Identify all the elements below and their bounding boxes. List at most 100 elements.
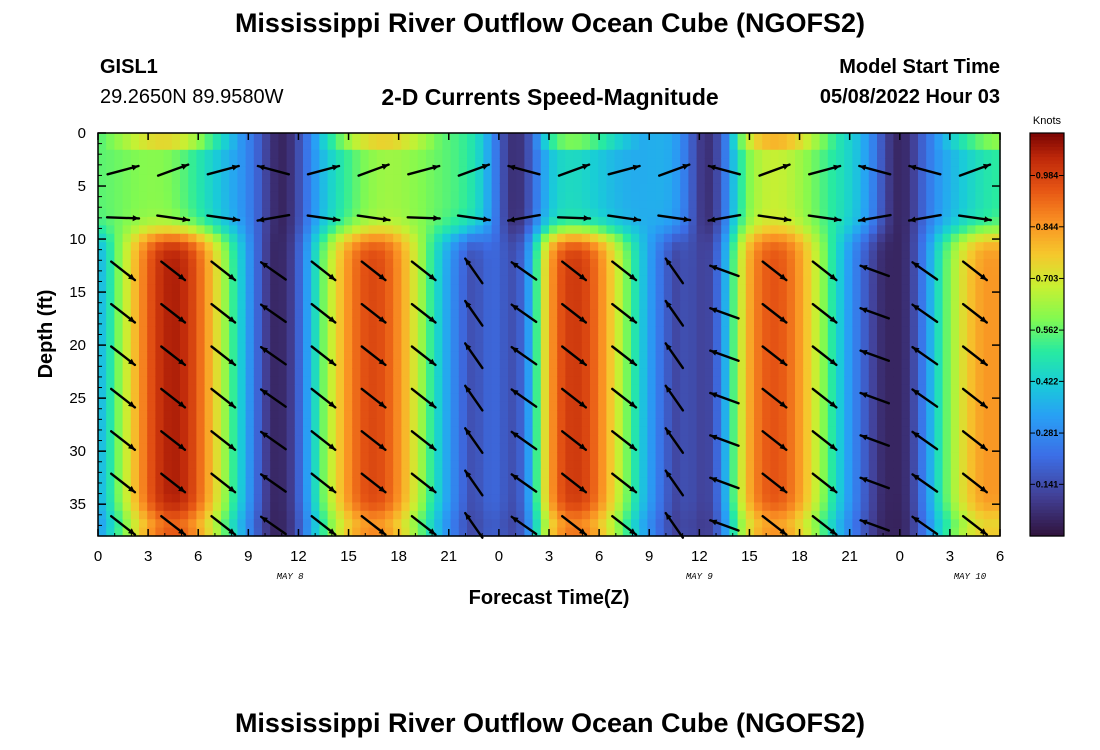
heat-cell [524,418,534,428]
heat-cell [860,200,870,210]
heat-cell [614,502,624,512]
heat-cell [475,242,484,252]
heat-cell [204,477,214,487]
heat-cell [139,376,148,386]
heat-cell [319,418,329,428]
heat-cell [368,376,378,386]
heat-cell [130,174,140,184]
heat-cell [212,258,222,268]
heat-cell [262,158,271,168]
heat-cell [385,494,394,504]
heat-cell [532,191,542,201]
heat-cell [901,317,911,327]
heat-cell [335,225,345,235]
heat-cell [458,174,468,184]
heat-cell [885,527,894,537]
heat-cell [311,174,320,184]
heat-cell [352,258,361,268]
heat-cell [442,334,452,344]
heat-cell [622,275,632,285]
heat-cell [836,510,845,520]
heat-cell [262,468,271,478]
heat-cell [893,317,903,327]
heat-cell [549,351,558,361]
heat-cell [721,158,730,168]
heat-cell [499,158,509,168]
heat-cell [540,418,550,428]
heat-cell [565,208,575,218]
heat-cell [458,292,468,302]
heat-cell [417,410,427,420]
heat-cell [212,443,222,453]
heat-cell [171,258,181,268]
heat-cell [508,351,517,361]
heat-cell [868,267,878,277]
heat-cell [795,410,804,420]
heat-cell [344,468,353,478]
heat-cell [860,401,870,411]
heat-cell [852,510,862,520]
heat-cell [737,292,747,302]
heat-cell [393,334,402,344]
heat-cell [877,233,886,243]
heat-cell [434,191,443,201]
heat-cell [680,426,689,436]
heat-cell [442,191,452,201]
heat-cell [631,351,640,361]
heat-cell [819,426,829,436]
heat-cell [212,494,222,504]
heat-cell [795,418,804,428]
heat-cell [467,200,476,210]
heat-cell [672,359,681,369]
heat-cell [278,275,288,285]
heat-cell [877,426,886,436]
heat-cell [401,258,411,268]
heat-cell [155,468,165,478]
heat-cell [885,519,894,529]
heat-cell [557,233,566,243]
heat-cell [598,275,607,285]
heat-cell [663,443,673,453]
heat-cell [827,292,837,302]
heat-cell [590,309,599,319]
heat-cell [778,384,788,394]
heat-cell [311,133,320,142]
heat-cell [778,510,788,520]
heat-cell [303,242,312,252]
heat-cell [573,351,583,361]
heat-cell [803,460,812,470]
heat-cell [696,334,706,344]
heat-cell [803,393,812,403]
heat-cell [319,250,329,260]
heat-cell [549,384,558,394]
heat-cell [836,149,845,159]
heat-cell [221,250,230,260]
heat-cell [704,410,714,420]
heat-cell [713,233,722,243]
heat-cell [352,342,361,352]
heat-cell [565,527,575,537]
heat-cell [180,435,189,445]
heat-cell [885,326,894,336]
heat-cell [852,443,862,453]
heat-cell [155,284,165,294]
heat-cell [704,485,714,495]
heat-cell [631,200,640,210]
heat-cell [754,158,763,168]
heat-cell [311,494,320,504]
heat-cell [335,258,345,268]
heat-cell [163,200,173,210]
heat-cell [901,166,911,176]
heat-cell [877,216,886,226]
heat-cell [122,368,132,378]
heat-cell [270,183,279,193]
heat-cell [573,216,583,226]
heat-cell [106,485,115,495]
heat-cell [885,384,894,394]
heat-cell [754,435,763,445]
heat-cell [294,426,304,436]
heat-cell [409,468,419,478]
heat-cell [130,158,140,168]
heat-cell [319,275,329,285]
heat-cell [655,300,665,310]
